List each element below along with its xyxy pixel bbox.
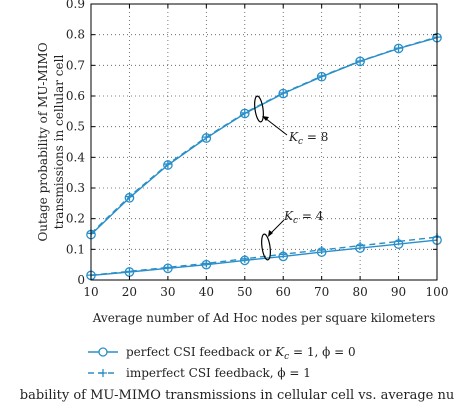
plus-marker-Kc8	[240, 108, 249, 117]
x-tick-label: 30	[160, 285, 175, 299]
series-markers	[86, 32, 442, 281]
x-tick-label: 10	[83, 285, 98, 299]
plus-marker-Kc8	[279, 88, 288, 97]
y-tick-label: 0.2	[66, 212, 85, 226]
figure-caption: bability of MU-MIMO transmissions in cel…	[19, 388, 455, 403]
plus-marker-Kc4	[125, 267, 134, 276]
annotation-kc-8-ellipse	[254, 95, 264, 123]
plus-marker-Kc4	[202, 259, 211, 268]
axis-ticks	[90, 3, 438, 281]
annotation-kc-8-eq: = 8	[303, 130, 328, 144]
y-axis-title-line2: transmissions in cellular cell	[52, 55, 66, 230]
x-tick-label: 70	[314, 285, 329, 299]
plus-marker-Kc8	[356, 57, 365, 66]
series-line-Kc8-perfect	[90, 37, 438, 236]
plot-frame	[90, 3, 438, 281]
y-tick-label: 0.1	[66, 242, 85, 256]
plus-marker-Kc8	[317, 72, 326, 81]
plus-marker-Kc8	[394, 44, 403, 53]
legend-perfect-k: K	[274, 345, 285, 359]
x-tick-label: 80	[352, 285, 367, 299]
legend-swatch-plus-marker	[99, 369, 107, 377]
annotation-kc-4-k: K	[283, 209, 294, 223]
plus-marker-Kc4	[394, 237, 403, 246]
x-tick-label: 100	[426, 285, 449, 299]
annotation-kc-8: Kc = 8	[254, 95, 328, 147]
x-tick-label: 60	[276, 285, 291, 299]
annotation-kc-4-arrow	[269, 219, 285, 235]
annotation-kc-4-eq: = 4	[298, 209, 324, 223]
y-tick-label: 0.8	[66, 28, 85, 42]
plus-marker-Kc4	[163, 263, 172, 272]
annotation-kc-4-sub: c	[293, 216, 298, 226]
x-axis-title: Average number of Ad Hoc nodes per squar…	[92, 311, 435, 325]
svg-text:perfect CSI feedback or Kc = 1: perfect CSI feedback or Kc = 1, ϕ = 0	[126, 345, 356, 362]
plus-marker-Kc8	[125, 192, 134, 201]
svg-text:Kc = 8: Kc = 8	[288, 130, 328, 147]
annotation-kc-4-arrowhead	[268, 230, 273, 237]
legend-item-imperfect-csi: imperfect CSI feedback, ϕ = 1	[88, 366, 311, 380]
y-tick-label: 0.7	[66, 58, 85, 72]
plus-marker-Kc4	[356, 241, 365, 250]
legend-perfect-tail: = 1, ϕ = 0	[289, 345, 355, 359]
y-tick-label: 0.6	[66, 89, 85, 103]
x-tick-label: 40	[199, 285, 214, 299]
annotation-kc-8-sub: c	[298, 137, 303, 147]
y-tick-label: 0	[77, 273, 85, 287]
series-line-Kc8-imperfect	[90, 36, 438, 234]
legend-imperfect-text: imperfect CSI feedback, ϕ = 1	[126, 366, 311, 380]
x-tick-label: 20	[122, 285, 137, 299]
legend-swatch-circle-marker	[98, 347, 108, 357]
legend-perfect-text: perfect CSI feedback or	[126, 345, 275, 359]
legend-item-perfect-csi: perfect CSI feedback or Kc = 1, ϕ = 0	[88, 345, 356, 362]
annotation-kc-4-ellipse	[261, 233, 271, 261]
y-tick-label: 0.4	[66, 150, 85, 164]
plus-marker-Kc4	[240, 254, 249, 263]
plus-marker-Kc4	[279, 250, 288, 259]
annotation-kc-4: Kc = 4	[261, 209, 324, 261]
x-tick-label: 50	[237, 285, 252, 299]
y-axis-title-line1: Outage probability of MU-MIMO	[36, 42, 50, 241]
y-tick-label: 0.5	[66, 120, 85, 134]
legend: perfect CSI feedback or Kc = 1, ϕ = 0 im…	[88, 345, 356, 380]
plus-marker-Kc4	[317, 245, 326, 254]
series-lines	[90, 36, 438, 277]
plus-marker-Kc8	[163, 160, 172, 169]
grid-lines	[91, 4, 437, 280]
y-tick-label: 0.9	[66, 0, 85, 11]
annotation-kc-8-k: K	[288, 130, 299, 144]
x-tick-label: 90	[391, 285, 406, 299]
annotation-kc-8-arrowhead	[262, 116, 269, 121]
plus-marker-Kc8	[202, 133, 211, 142]
legend-perfect-sub: c	[284, 352, 289, 362]
outage-probability-chart: 10 20 30 40 50 60 70 80 90 100 0 0.1 0.2 0.3 0.4 0.5 0.6…	[36, 0, 449, 380]
tick-labels: 10 20 30 40 50 60 70 80 90 100 0 0.1 0.2 0.3 0.4 0.5 0.6…	[66, 0, 449, 299]
svg-text:Kc = 4: Kc = 4	[283, 209, 324, 226]
annotation-kc-8-arrow	[264, 117, 288, 136]
y-tick-label: 0.3	[66, 181, 85, 195]
series-line-Kc4-perfect	[90, 239, 438, 277]
